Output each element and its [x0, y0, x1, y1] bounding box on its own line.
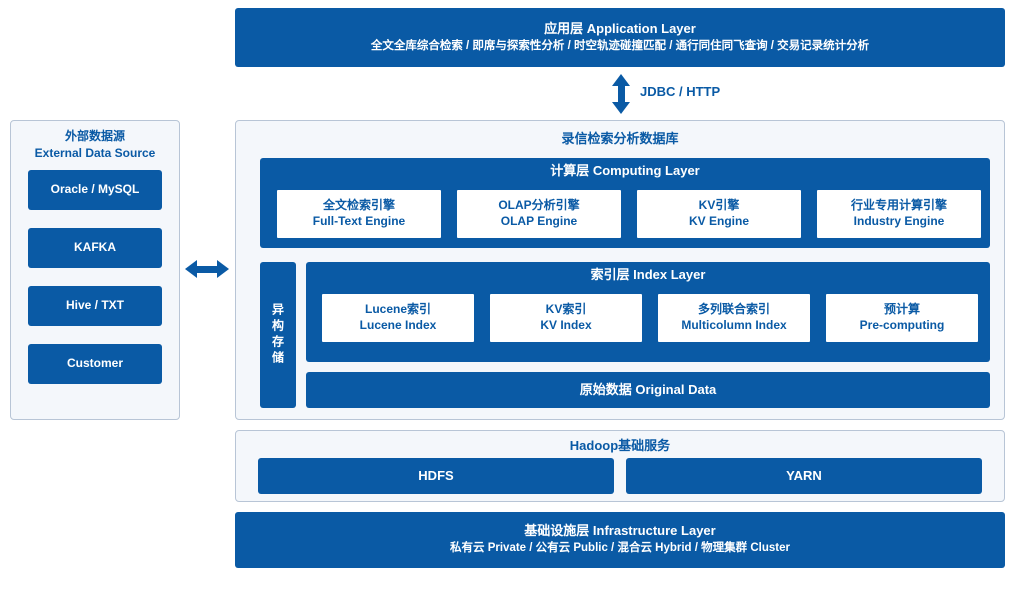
connector-arrow-icon	[612, 74, 630, 114]
connector-label: JDBC / HTTP	[640, 84, 720, 99]
app-layer-subtitle: 全文全库综合检索 / 即席与探索性分析 / 时空轨迹碰撞匹配 / 通行同住同飞查…	[371, 38, 869, 55]
engine-olap: OLAP分析引擎 OLAP Engine	[455, 188, 623, 240]
infra-title: 基础设施层 Infrastructure Layer	[524, 522, 715, 540]
index-precompute: 预计算 Pre-computing	[824, 292, 980, 344]
computing-title: 计算层 Computing Layer	[550, 162, 700, 180]
app-layer-title: 应用层 Application Layer	[544, 20, 696, 38]
infra-layer: 基础设施层 Infrastructure Layer 私有云 Private /…	[235, 512, 1005, 568]
index-lucene: Lucene索引 Lucene Index	[320, 292, 476, 344]
index-title: 索引层 Index Layer	[591, 266, 706, 284]
external-item-kafka: KAFKA	[28, 228, 162, 268]
external-item-customer: Customer	[28, 344, 162, 384]
hadoop-yarn: YARN	[626, 458, 982, 494]
app-layer: 应用层 Application Layer 全文全库综合检索 / 即席与探索性分…	[235, 8, 1005, 67]
hadoop-hdfs: HDFS	[258, 458, 614, 494]
engine-fulltext: 全文检索引擎 Full-Text Engine	[275, 188, 443, 240]
infra-subtitle: 私有云 Private / 公有云 Public / 混合云 Hybrid / …	[450, 540, 790, 557]
db-title: 录信检索分析数据库	[245, 128, 995, 147]
engine-kv: KV引擎 KV Engine	[635, 188, 803, 240]
external-item-oracle: Oracle / MySQL	[28, 170, 162, 210]
external-arrow-icon	[185, 260, 229, 278]
original-data: 原始数据 Original Data	[306, 372, 990, 408]
hadoop-title: Hadoop基础服务	[245, 435, 995, 454]
hetero-storage: 异构存储	[260, 262, 296, 408]
engine-industry: 行业专用计算引擎 Industry Engine	[815, 188, 983, 240]
index-kv: KV索引 KV Index	[488, 292, 644, 344]
index-multicol: 多列联合索引 Multicolumn Index	[656, 292, 812, 344]
external-item-hive: Hive / TXT	[28, 286, 162, 326]
external-title: 外部数据源 External Data Source	[10, 128, 180, 162]
